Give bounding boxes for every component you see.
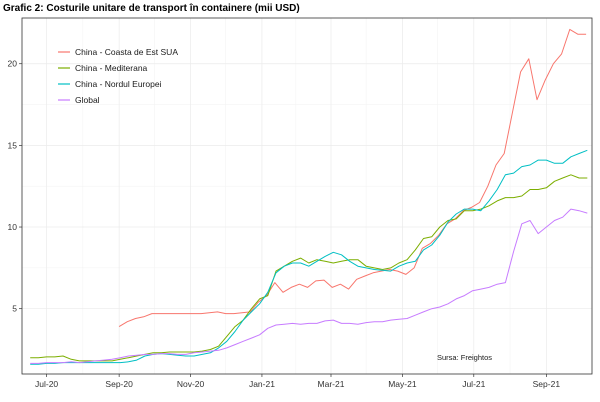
axes: Jul-20 Sep-20 Nov-20 Jan-21 Mar-21 May-21 Jul-… <box>8 59 561 389</box>
x-tick-label: Nov-20 <box>177 379 205 389</box>
legend: China - Coasta de Est SUA China - Mediter… <box>58 47 178 105</box>
x-tick-label: Jul-21 <box>462 379 485 389</box>
series-line-3 <box>30 149 588 365</box>
x-tick-label: Sep-21 <box>533 379 561 389</box>
series-line-2 <box>30 174 588 362</box>
plot-frame <box>21 17 593 375</box>
legend-label: China - Nordul Europei <box>75 79 162 89</box>
x-tick-label: May-21 <box>388 379 417 389</box>
y-tick-label: 5 <box>12 304 17 314</box>
x-tick-label: Jan-21 <box>249 379 275 389</box>
chart-title: Grafic 2: Costurile unitare de transport… <box>3 3 300 14</box>
x-tick-label: Sep-20 <box>105 379 133 389</box>
legend-label: Global <box>75 95 100 105</box>
x-tick-label: Mar-21 <box>318 379 345 389</box>
legend-label: China - Coasta de Est SUA <box>75 47 178 57</box>
y-tick-label: 20 <box>8 59 18 69</box>
legend-label: China - Mediterana <box>75 63 148 73</box>
x-tick-label: Jul-20 <box>35 379 58 389</box>
series-line-1 <box>118 28 587 328</box>
y-tick-label: 10 <box>8 222 18 232</box>
source-annotation: Sursa: Freightos <box>437 353 492 362</box>
series-line-4 <box>30 208 588 364</box>
series-lines <box>30 28 588 365</box>
y-tick-label: 15 <box>8 140 18 150</box>
